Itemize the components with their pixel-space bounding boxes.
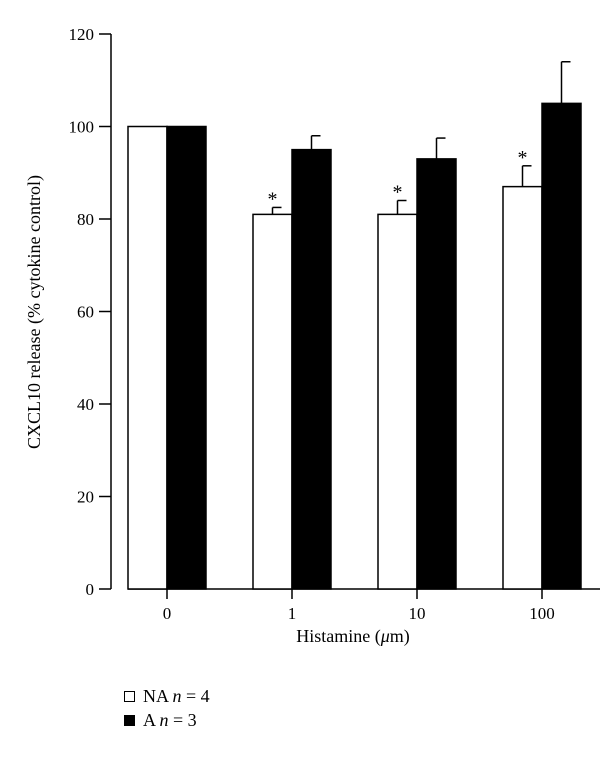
legend: NA n = 4 A n = 3 — [124, 684, 210, 732]
x-tick-label: 100 — [529, 604, 555, 623]
legend-swatch-a — [124, 714, 135, 726]
x-axis: 0 1 10 100 — [128, 588, 600, 623]
significance-marker: * — [393, 182, 403, 204]
bar-na-1 — [252, 213, 293, 590]
bars: * * * — [127, 61, 582, 590]
y-tick-label: 60 — [77, 303, 94, 322]
x-tick-label: 1 — [288, 604, 297, 623]
legend-label-na: NA n = 4 — [143, 685, 210, 706]
y-tick-label: 0 — [86, 580, 95, 599]
y-tick-label: 80 — [77, 210, 94, 229]
y-tick-label: 100 — [69, 118, 95, 137]
bar-na-100 — [502, 185, 543, 590]
y-axis: 0 20 40 60 80 100 120 — [69, 25, 112, 599]
y-tick-label: 20 — [77, 488, 94, 507]
legend-swatch-na — [124, 690, 135, 702]
legend-item-na: NA n = 4 — [124, 684, 210, 708]
x-tick-label: 0 — [163, 604, 172, 623]
bar-a-100 — [541, 102, 582, 590]
bar-a-1 — [291, 148, 332, 590]
x-axis-title: Histamine (μm) — [296, 626, 410, 647]
bar-na-10 — [377, 213, 418, 590]
legend-label-a: A n = 3 — [143, 709, 197, 730]
significance-marker: * — [268, 188, 278, 210]
bar-a-0 — [166, 125, 207, 590]
y-tick-label: 40 — [77, 395, 94, 414]
y-axis-title: CXCL10 release (% cytokine control) — [24, 175, 45, 449]
legend-item-a: A n = 3 — [124, 708, 210, 732]
bar-na-0 — [127, 125, 168, 590]
significance-marker: * — [518, 147, 528, 169]
bar-a-10 — [416, 158, 457, 590]
y-tick-label: 120 — [69, 25, 95, 44]
x-tick-label: 10 — [409, 604, 426, 623]
bar-chart: 0 20 40 60 80 100 120 0 1 10 100 * * * CXCL10 relea… — [24, 25, 600, 647]
